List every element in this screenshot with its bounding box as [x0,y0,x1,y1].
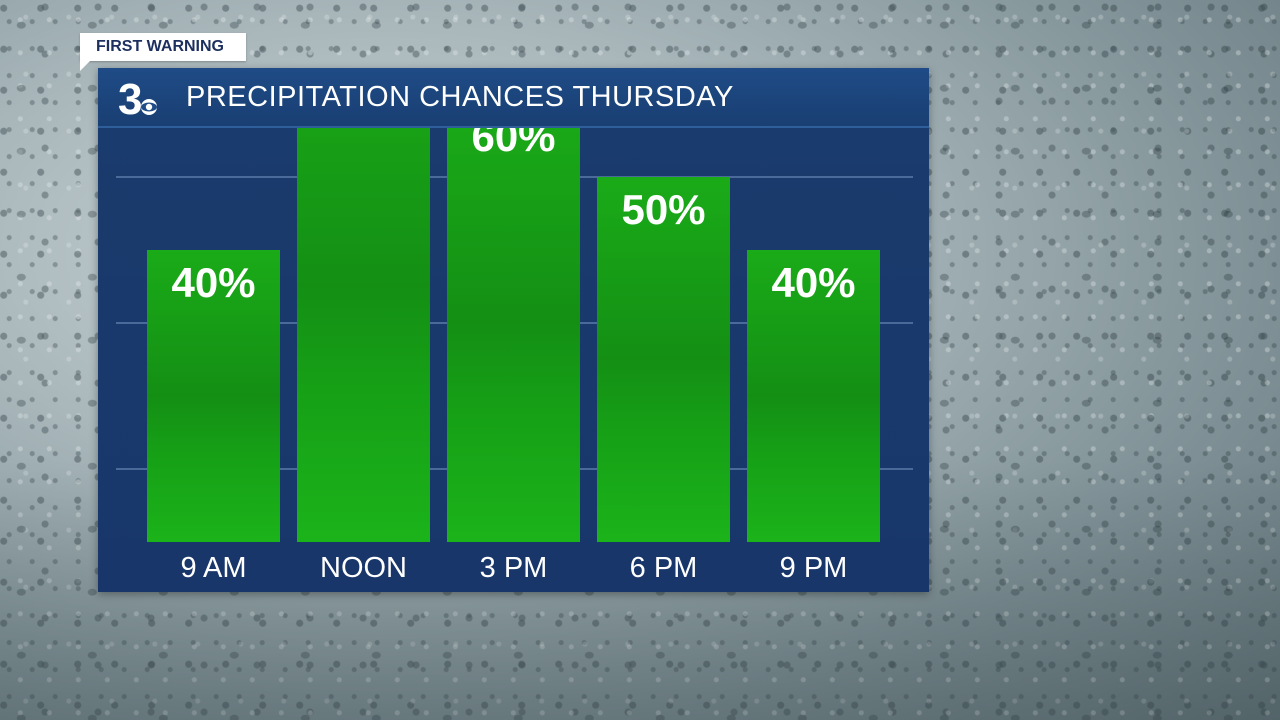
first-warning-badge: FIRST WARNING [80,33,246,71]
chart-header: 3 PRECIPITATION CHANCES THURSDAY [98,68,929,128]
bar-9-am [147,250,280,542]
bar-6-pm [597,177,730,542]
bar-9-pm [747,250,880,542]
bar-value-label: 40% [171,259,255,306]
station-logo-number: 3 [118,75,142,120]
cbs-eye-icon [141,99,157,115]
chart-panel: 3 PRECIPITATION CHANCES THURSDAY 40% 9 AM… [98,68,929,592]
bar-value-label: 50% [621,186,705,233]
bar-3-pm [447,128,580,542]
category-label: 6 PM [630,552,698,584]
category-label: 9 AM [180,552,246,584]
bar-value-label: 60% [471,128,555,160]
station-logo: 3 [118,75,157,120]
category-label: 3 PM [480,552,548,584]
bar-noon [297,128,430,542]
category-label: NOON [320,552,407,584]
chart-title: PRECIPITATION CHANCES THURSDAY [186,81,734,113]
category-label: 9 PM [780,552,848,584]
bar-value-label: 40% [771,259,855,306]
